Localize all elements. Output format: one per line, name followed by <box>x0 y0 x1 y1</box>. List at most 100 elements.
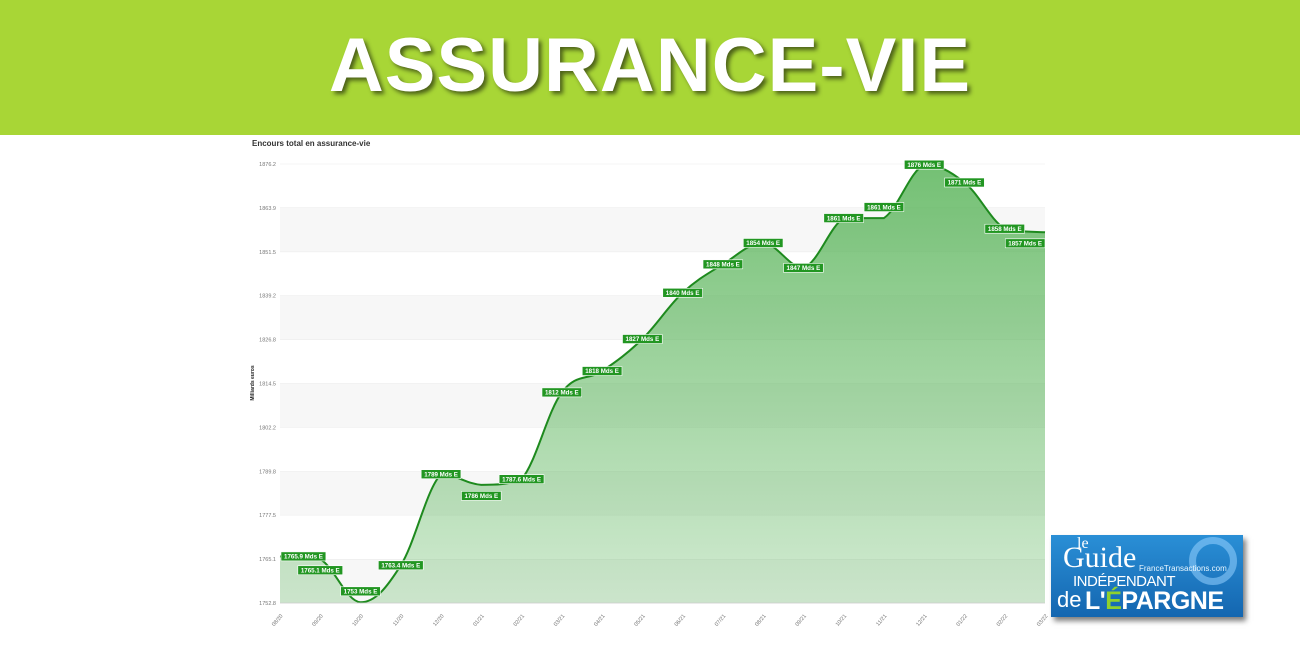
x-tick-label: 10/21 <box>835 613 848 627</box>
header-banner: ASSURANCE-VIE <box>0 0 1300 135</box>
data-label-text: 1786 Mds E <box>464 493 498 500</box>
guide-epargne-logo: le Guide FranceTransactions.com INDÉPEND… <box>1051 535 1243 617</box>
y-tick-label: 1777.5 <box>259 513 276 519</box>
data-label: 1861 Mds E <box>823 213 864 223</box>
data-label: 1786 Mds E <box>461 491 502 501</box>
x-tick-label: 05/21 <box>633 613 646 627</box>
area-chart: Encours total en assurance-vie Milliards… <box>250 139 1050 628</box>
data-label-box <box>944 177 985 188</box>
data-label-text: 1854 Mds E <box>746 240 780 247</box>
data-label-box <box>297 565 344 576</box>
x-tick-label: 07/21 <box>714 613 727 627</box>
x-tick-label: 08/21 <box>754 613 767 627</box>
data-label: 1876 Mds E <box>904 159 945 170</box>
data-label-text: 1847 Mds E <box>787 265 821 272</box>
y-tick-label: 1789.8 <box>259 469 276 475</box>
data-label-text: 1753 Mds E <box>344 588 378 595</box>
data-label-box <box>541 387 583 398</box>
logo-text: le <box>1077 535 1089 552</box>
data-label: 1787.6 Mds E <box>498 474 545 484</box>
data-label-text: 1848 Mds E <box>706 262 740 269</box>
x-tick-label: 02/22 <box>996 613 1009 627</box>
y-tick-label: 1863.9 <box>259 206 276 212</box>
logo-text: L'ÉPARGNE <box>1085 587 1224 615</box>
x-tick-label: 12/20 <box>432 613 445 627</box>
data-label: 1840 Mds E <box>662 287 703 298</box>
data-label: 1765.1 Mds E <box>297 565 344 576</box>
data-label-box <box>622 334 663 344</box>
data-label: 1871 Mds E <box>944 177 985 188</box>
x-tick-label: 09/21 <box>795 613 808 627</box>
data-label: 1858 Mds E <box>984 223 1025 234</box>
data-label: 1857 Mds E <box>1004 238 1046 249</box>
data-label: 1827 Mds E <box>622 334 663 344</box>
data-label-box <box>702 259 744 270</box>
logo-site-text: FranceTransactions.com <box>1139 564 1227 573</box>
logo-text: de <box>1057 587 1082 612</box>
data-label-text: 1857 Mds E <box>1008 241 1042 248</box>
data-label-box <box>783 263 824 273</box>
data-label-box <box>1004 238 1046 249</box>
data-label-text: 1858 Mds E <box>988 226 1022 233</box>
data-label-box <box>904 159 945 170</box>
x-tick-label: 11/21 <box>875 613 888 627</box>
data-label-box <box>662 287 703 298</box>
x-tick-label: 08/20 <box>271 613 284 627</box>
data-label-box <box>340 586 381 597</box>
chart-title: Encours total en assurance-vie <box>252 139 371 148</box>
x-tick-label: 03/22 <box>1036 613 1049 627</box>
data-label-text: 1789 Mds E <box>424 471 458 478</box>
x-tick-label: 04/21 <box>593 613 606 627</box>
data-label-box <box>461 491 502 501</box>
data-label-text: 1827 Mds E <box>626 336 660 343</box>
data-label-box <box>742 238 784 248</box>
data-label-text: 1765.1 Mds E <box>301 567 340 574</box>
x-tick-label: 12/21 <box>915 613 928 627</box>
data-label-text: 1787.6 Mds E <box>502 476 541 483</box>
data-label: 1854 Mds E <box>742 238 784 248</box>
y-axis-label: Milliards euros <box>250 365 256 401</box>
x-tick-label: 06/21 <box>674 613 687 627</box>
data-label-text: 1861 Mds E <box>867 204 901 211</box>
y-tick-label: 1752.8 <box>259 601 276 607</box>
logo-text: Guide <box>1063 541 1137 574</box>
y-tick-label: 1765.1 <box>259 557 276 563</box>
data-label-box <box>581 366 623 376</box>
data-label-text: 1861 Mds E <box>827 215 861 222</box>
x-tick-label: 10/20 <box>352 613 365 627</box>
data-label-box <box>823 213 864 223</box>
data-label: 1848 Mds E <box>702 259 744 270</box>
data-label-text: 1812 Mds E <box>545 390 579 397</box>
y-tick-label: 1802.2 <box>259 425 276 431</box>
data-label-box <box>378 560 424 571</box>
data-label-text: 1840 Mds E <box>666 290 700 297</box>
data-label-text: 1763.4 Mds E <box>381 562 420 569</box>
x-tick-label: 01/22 <box>956 613 969 627</box>
data-label: 1789 Mds E <box>420 469 462 480</box>
data-label-box <box>498 474 545 484</box>
data-label-box <box>280 551 327 562</box>
data-label-text: 1871 Mds E <box>948 180 982 187</box>
x-tick-label: 11/20 <box>392 613 405 627</box>
y-tick-label: 1839.2 <box>259 294 276 300</box>
series-line <box>279 163 1046 604</box>
data-label-text: 1876 Mds E <box>907 162 941 169</box>
logo-text: INDÉPENDANT <box>1073 573 1176 590</box>
x-tick-label: 02/21 <box>513 613 526 627</box>
data-label-box <box>863 202 905 212</box>
data-label: 1753 Mds E <box>340 586 381 597</box>
data-label: 1763.4 Mds E <box>378 560 424 571</box>
data-label-box <box>420 469 462 480</box>
data-label: 1765.9 Mds E <box>280 551 327 562</box>
page-title: ASSURANCE-VIE <box>328 23 972 108</box>
x-tick-label: 09/20 <box>311 613 324 627</box>
x-tick-label: 01/21 <box>472 613 485 627</box>
y-tick-label: 1826.8 <box>259 338 276 344</box>
x-tick-label: 03/21 <box>553 613 566 627</box>
data-label-text: 1765.9 Mds E <box>284 554 323 561</box>
data-label-box <box>984 223 1025 234</box>
data-label: 1861 Mds E <box>863 202 905 212</box>
data-label: 1847 Mds E <box>783 263 824 273</box>
data-label: 1812 Mds E <box>541 387 583 398</box>
data-label-text: 1818 Mds E <box>585 368 619 375</box>
